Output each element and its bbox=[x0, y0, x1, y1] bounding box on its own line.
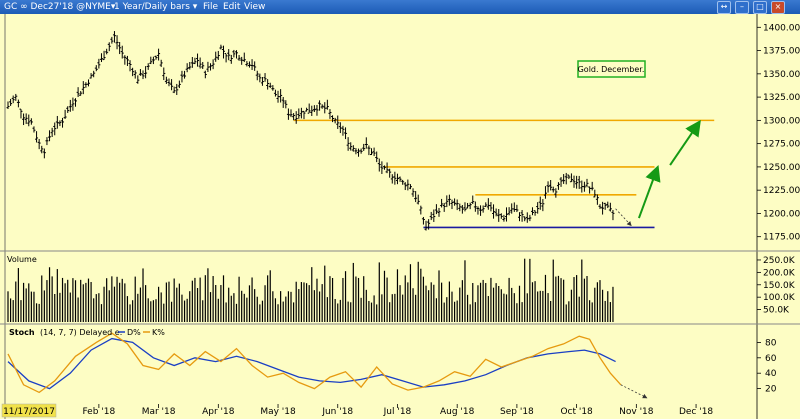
volume-tick-label: 100.0K bbox=[763, 293, 796, 303]
price-tick-label: 1225.00 bbox=[763, 186, 800, 196]
stoch-tick-label: 20 bbox=[765, 385, 777, 395]
x-tick-label: Oct '18 bbox=[560, 407, 593, 417]
title-bar: GC ∞ Dec27'18 @NYME▾ 1 Year/Daily bars ▾… bbox=[0, 0, 800, 14]
stoch-tick-label: 60 bbox=[765, 354, 777, 364]
menu-edit[interactable]: Edit bbox=[223, 2, 241, 12]
symbol-selector[interactable]: GC ∞ Dec27'18 @NYME▾ bbox=[4, 2, 116, 12]
k-legend-label: K% bbox=[152, 328, 165, 337]
stoch-tick-label: 40 bbox=[765, 369, 777, 379]
x-tick-label: Aug '18 bbox=[440, 407, 475, 417]
projection-arrow-up bbox=[669, 119, 701, 166]
d-legend-label: D% bbox=[127, 328, 141, 337]
price-tick-label: 1325.00 bbox=[763, 93, 800, 103]
price-tick-label: 1250.00 bbox=[763, 163, 800, 173]
x-tick-label: Sep '18 bbox=[500, 407, 534, 417]
volume-panel-title: Volume bbox=[7, 255, 37, 264]
stoch-projection-arrow bbox=[620, 384, 648, 399]
x-tick-label: Jul '18 bbox=[383, 407, 412, 417]
x-tick-label: Dec '18 bbox=[679, 407, 713, 417]
menu-view[interactable]: View bbox=[244, 2, 266, 12]
stoch-params: (14, 7, 7) Delayed e. bbox=[40, 328, 122, 337]
price-tick-label: 1300.00 bbox=[763, 116, 800, 126]
close-icon[interactable]: × bbox=[771, 1, 785, 14]
price-tick-label: 1400.00 bbox=[763, 23, 800, 33]
stoch-tick-label: 80 bbox=[765, 338, 777, 348]
maximize-icon[interactable]: □ bbox=[753, 1, 767, 14]
price-panel: 1175.00 1200.00 1225.00 1250.00 1275.00 1300.… bbox=[6, 23, 800, 417]
period-selector[interactable]: 1 Year/Daily bars ▾ bbox=[114, 2, 198, 12]
x-tick-label: Apr '18 bbox=[202, 407, 235, 417]
annotation-text: Gold. December. bbox=[578, 65, 645, 74]
x-tick-label: Feb '18 bbox=[83, 407, 116, 417]
menu-file[interactable]: File bbox=[203, 2, 219, 12]
stoch-k-line bbox=[7, 332, 622, 394]
date-badge: 11/17/2017 bbox=[3, 407, 55, 417]
volume-tick-label: 150.0K bbox=[763, 281, 796, 291]
x-tick-label: May '18 bbox=[260, 407, 296, 417]
annotation-box bbox=[577, 60, 646, 78]
price-tick-label: 1350.00 bbox=[763, 70, 800, 80]
x-tick-label: Nov '18 bbox=[619, 407, 654, 417]
chart-background bbox=[0, 14, 800, 419]
x-tick-label: Mar '18 bbox=[142, 407, 176, 417]
x-tick-label: Jun '18 bbox=[321, 407, 353, 417]
volume-tick-label: 200.0K bbox=[763, 268, 796, 278]
volume-tick-label: 250.0K bbox=[763, 256, 796, 266]
minimize-icon[interactable]: – bbox=[735, 1, 749, 14]
price-tick-label: 1275.00 bbox=[763, 140, 800, 150]
price-tick-label: 1200.00 bbox=[763, 209, 800, 219]
resize-icon[interactable]: ↔ bbox=[717, 1, 731, 14]
volume-tick-label: 50.0K bbox=[763, 306, 790, 316]
projection-arrow-up bbox=[637, 165, 661, 219]
stoch-panel-title: Stoch bbox=[9, 328, 35, 337]
volume-panel: 50.0K 100.0K 150.0K 200.0K 250.0K bbox=[7, 256, 796, 322]
price-tick-label: 1175.00 bbox=[763, 233, 800, 243]
price-tick-label: 1375.00 bbox=[763, 47, 800, 57]
date-badge-bg bbox=[1, 403, 57, 418]
stoch-panel: 20 40 60 80 bbox=[7, 332, 777, 399]
